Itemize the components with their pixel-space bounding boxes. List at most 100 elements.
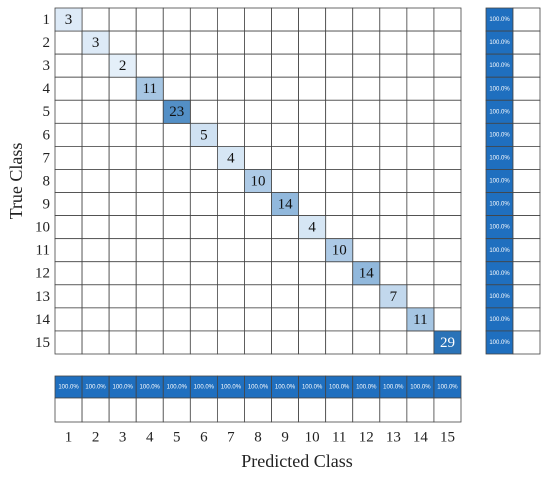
empty-cell: [162, 7, 191, 32]
row-summary-empty: [512, 192, 541, 217]
empty-cell: [271, 122, 299, 147]
empty-cell: [81, 169, 110, 193]
x-tick-label: 14: [413, 429, 429, 445]
empty-cell: [352, 99, 381, 124]
column-summary-label: 100.0%: [85, 385, 106, 391]
empty-cell: [244, 145, 272, 170]
empty-cell: [162, 261, 191, 286]
empty-cell: [406, 99, 435, 124]
empty-cell: [81, 145, 110, 170]
x-tick-label: 2: [92, 429, 100, 445]
empty-cell: [81, 261, 110, 286]
empty-cell: [352, 192, 381, 217]
empty-cell: [325, 330, 354, 355]
empty-cell: [162, 169, 191, 193]
empty-cell: [108, 215, 137, 240]
empty-cell: [135, 215, 164, 240]
empty-cell: [81, 76, 110, 101]
row-summary-label: 100.0%: [489, 179, 510, 185]
empty-cell: [352, 169, 381, 193]
cell-label: 2: [119, 58, 127, 74]
empty-cell: [216, 99, 245, 124]
y-tick-label: 10: [35, 220, 50, 236]
empty-cell: [162, 307, 191, 332]
empty-cell: [433, 53, 462, 78]
column-summary-label: 100.0%: [167, 385, 188, 391]
empty-cell: [352, 122, 381, 147]
column-summary-empty: [81, 397, 110, 423]
empty-cell: [352, 53, 381, 78]
empty-cell: [325, 30, 354, 55]
cell-label: 10: [251, 173, 266, 189]
column-summary-label: 100.0%: [275, 385, 296, 391]
y-tick-label: 12: [35, 266, 50, 282]
empty-cell: [189, 238, 218, 263]
empty-cell: [54, 99, 83, 124]
empty-cell: [325, 99, 354, 124]
row-summary-empty: [512, 7, 541, 32]
matrix-cell: [271, 192, 299, 217]
empty-cell: [108, 284, 137, 309]
y-tick-label: 8: [43, 173, 51, 189]
empty-cell: [189, 99, 218, 124]
empty-cell: [108, 76, 137, 101]
empty-cell: [54, 284, 83, 309]
empty-cell: [244, 7, 272, 32]
empty-cell: [108, 7, 137, 32]
column-summary-label: 100.0%: [221, 385, 242, 391]
empty-cell: [189, 169, 218, 193]
empty-cell: [244, 76, 272, 101]
matrix-cell: [135, 76, 164, 101]
empty-cell: [271, 238, 299, 263]
empty-cell: [135, 7, 164, 32]
row-summary-label: 100.0%: [489, 17, 510, 23]
empty-cell: [298, 145, 327, 170]
row-summary-label: 100.0%: [489, 40, 510, 46]
row-summary-label: 100.0%: [489, 86, 510, 92]
empty-cell: [271, 261, 299, 286]
y-tick-label: 3: [43, 58, 51, 74]
row-summary-label: 100.0%: [489, 225, 510, 231]
empty-cell: [162, 53, 191, 78]
empty-cell: [189, 30, 218, 55]
column-summary-label: 100.0%: [329, 385, 350, 391]
empty-cell: [108, 169, 137, 193]
row-summary-empty: [512, 215, 541, 240]
empty-cell: [325, 7, 354, 32]
empty-cell: [433, 261, 462, 286]
row-summary-empty: [512, 261, 541, 286]
empty-cell: [135, 169, 164, 193]
empty-cell: [216, 215, 245, 240]
column-summary-empty: [135, 397, 164, 423]
x-tick-label: 4: [146, 429, 154, 445]
empty-cell: [135, 122, 164, 147]
cell-label: 5: [200, 127, 208, 143]
empty-cell: [81, 238, 110, 263]
empty-cell: [298, 53, 327, 78]
empty-cell: [108, 330, 137, 355]
column-summary-empty: [54, 397, 83, 423]
empty-cell: [244, 307, 272, 332]
empty-cell: [379, 261, 408, 286]
empty-cell: [216, 284, 245, 309]
empty-cell: [81, 122, 110, 147]
row-summary-label: 100.0%: [489, 340, 510, 346]
cell-label: 23: [169, 104, 184, 120]
empty-cell: [298, 307, 327, 332]
empty-cell: [135, 99, 164, 124]
empty-cell: [189, 53, 218, 78]
empty-cell: [271, 53, 299, 78]
empty-cell: [298, 169, 327, 193]
empty-cell: [379, 145, 408, 170]
empty-cell: [271, 215, 299, 240]
y-tick-label: 1: [43, 12, 51, 28]
empty-cell: [406, 215, 435, 240]
column-summary-empty: [162, 397, 191, 423]
matrix-cell: [433, 330, 462, 355]
empty-cell: [216, 330, 245, 355]
empty-cell: [162, 145, 191, 170]
matrix-cell: [108, 53, 137, 78]
empty-cell: [406, 122, 435, 147]
empty-cell: [325, 307, 354, 332]
